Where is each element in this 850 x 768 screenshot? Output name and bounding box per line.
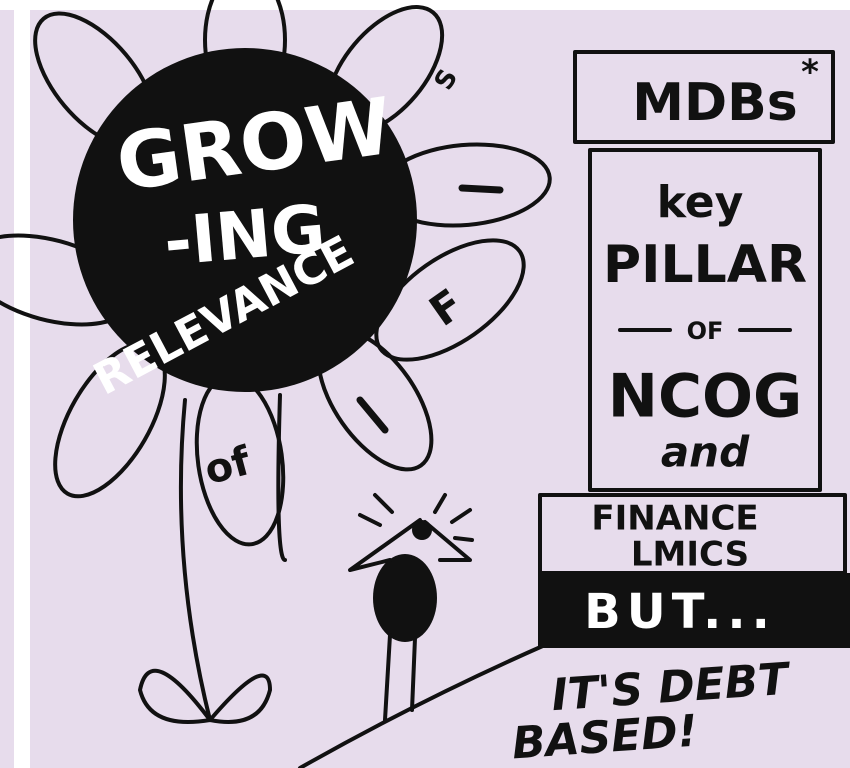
- finance-text: FINANCE: [591, 499, 758, 539]
- banner-text: BUT...: [584, 584, 776, 640]
- pillar-text: OF: [687, 317, 724, 345]
- person-body: [373, 554, 437, 642]
- petal-dash: [462, 188, 500, 190]
- pillar-text: key: [657, 177, 744, 228]
- left-strip: [14, 0, 30, 768]
- pillar-text: and: [661, 428, 750, 477]
- pillar-text: PILLAR: [603, 235, 807, 295]
- asterisk: *: [801, 53, 819, 93]
- finance-text: LMICS: [631, 535, 749, 575]
- illustration: GROW -ING RELEVANCE S F I of MDBs * key …: [0, 0, 850, 768]
- pillar-text: NCOG: [608, 362, 803, 432]
- heading: MDBs: [632, 73, 798, 133]
- page: {"flower": {"center": ["GROW", "-ING", "…: [0, 0, 850, 768]
